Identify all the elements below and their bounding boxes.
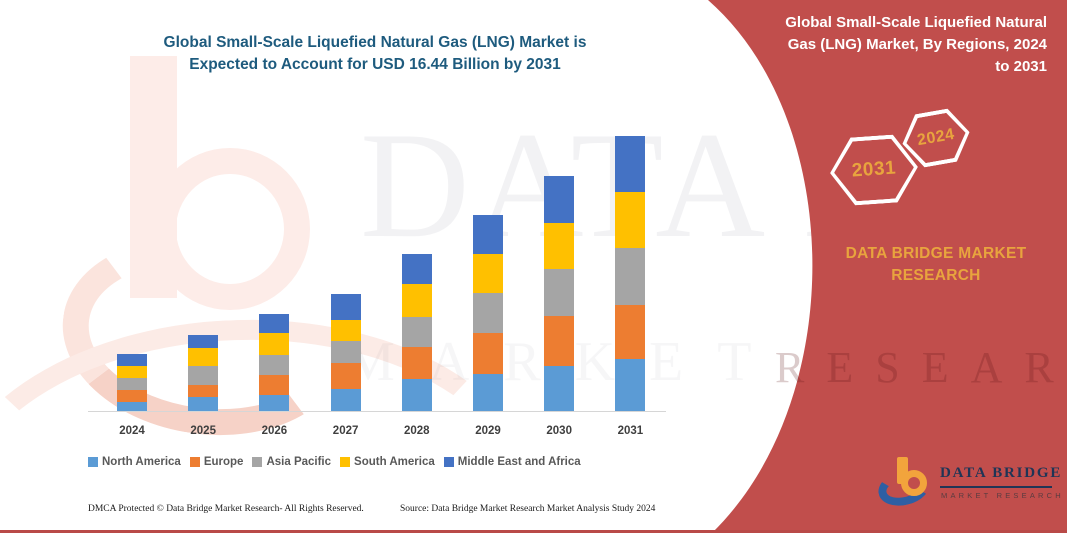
bar-segment-2029-middle-east-and-africa: [473, 215, 503, 254]
logo-orange-stem: [897, 457, 908, 484]
bar-segment-2027-north-america: [330, 388, 361, 411]
legend-label-europe: Europe: [203, 456, 244, 468]
panel-title: Global Small-Scale Liquefied Natural Gas…: [785, 14, 1047, 75]
bar-segment-2028-middle-east-and-africa: [401, 254, 432, 284]
bar-segment-2024-europe: [117, 389, 147, 402]
bar-segment-2029-north-america: [473, 374, 503, 411]
bar-segment-2024-south-america: [117, 365, 147, 379]
bar-segment-2029-asia-pacific: [473, 292, 503, 333]
bar-segment-2026-middle-east-and-africa: [259, 313, 290, 334]
chart-legend: North America Europe Asia Pacific South Ame…: [88, 456, 673, 468]
bar-segment-2027-south-america: [330, 319, 361, 342]
bar-2029: [473, 215, 503, 411]
bar-segment-2031-asia-pacific: [615, 247, 646, 305]
bar-segment-2028-europe: [401, 346, 432, 380]
logo-divider-line: [940, 486, 1052, 488]
legend-label-asia-pacific: Asia Pacific: [266, 456, 332, 468]
bar-segment-2025-north-america: [188, 397, 219, 411]
brand-line2: RESEARCH: [891, 267, 981, 285]
bar-segment-2028-north-america: [401, 379, 432, 411]
legend-swatch-middle-east-and-africa: [443, 457, 454, 467]
bar-segment-2030-middle-east-and-africa: [544, 175, 575, 223]
chart-title-line2: Expected to Account for USD 16.44 Billio…: [189, 55, 561, 73]
x-axis-label-2030: 2030: [546, 425, 572, 437]
legend-swatch-south-america: [340, 457, 351, 467]
bar-2027: [330, 293, 361, 411]
bar-2028: [401, 254, 432, 411]
bar-segment-2027-europe: [330, 362, 361, 389]
legend-item-north-america: North America: [88, 456, 181, 468]
bar-segment-2029-south-america: [473, 253, 503, 293]
bar-segment-2027-asia-pacific: [330, 341, 361, 363]
x-axis-label-2028: 2028: [404, 425, 430, 437]
x-axis-label-2029: 2029: [475, 425, 501, 437]
bar-2025: [188, 335, 219, 411]
bar-segment-2031-north-america: [615, 358, 646, 411]
legend-item-europe: Europe: [189, 456, 244, 468]
bar-segment-2024-asia-pacific: [117, 378, 147, 390]
logo-subtitle-text: MARKET RESEARCH: [941, 491, 1064, 500]
legend-item-asia-pacific: Asia Pacific: [252, 456, 331, 468]
bar-segment-2025-middle-east-and-africa: [188, 335, 219, 349]
bar-2031: [615, 136, 646, 411]
bar-segment-2030-north-america: [544, 366, 575, 411]
legend-swatch-asia-pacific: [252, 457, 263, 467]
bar-2024: [117, 353, 147, 411]
bar-segment-2030-south-america: [544, 222, 575, 269]
logo-name-text: DATA BRIDGE: [940, 465, 1063, 481]
hexagon-badge-2031: 2031: [828, 133, 921, 207]
logo-orange-ring: [901, 470, 927, 496]
chart-title: Global Small-Scale Liquefied Natural Gas…: [95, 32, 655, 75]
bar-segment-2025-south-america: [188, 348, 219, 366]
legend-swatch-europe: [189, 457, 200, 467]
bar-segment-2029-europe: [473, 332, 503, 375]
brand-line1: DATA BRIDGE MARKET: [845, 245, 1027, 262]
hexagon-fill: 2031: [832, 137, 916, 202]
bottom-red-rule: [0, 530, 1067, 533]
bar-segment-2028-asia-pacific: [401, 317, 432, 347]
hexagon-year-label: 2031: [851, 157, 897, 182]
x-axis-label-2027: 2027: [332, 425, 359, 437]
bar-2030: [544, 175, 575, 411]
bar-2026: [259, 313, 290, 411]
legend-label-middle-east-and-africa: Middle East and Africa: [457, 456, 581, 468]
databridge-logo-icon: [874, 455, 934, 513]
bar-segment-2028-south-america: [401, 283, 432, 318]
x-axis-label-2026: 2026: [261, 425, 288, 437]
bar-segment-2026-south-america: [259, 333, 290, 355]
bar-segment-2024-north-america: [117, 401, 147, 411]
x-axis-label-2031: 2031: [617, 425, 644, 437]
x-axis-label-2025: 2025: [190, 425, 216, 437]
bar-segment-2031-south-america: [615, 191, 646, 248]
legend-item-south-america: South America: [340, 456, 435, 468]
legend-label-north-america: North America: [102, 456, 181, 468]
bar-segment-2025-europe: [188, 384, 219, 398]
bar-segment-2024-middle-east-and-africa: [117, 353, 147, 366]
bar-segment-2026-north-america: [259, 394, 290, 411]
databridge-logo: DATA BRIDGE MARKET RESEARCH: [874, 455, 1061, 517]
legend-label-south-america: South America: [354, 456, 435, 468]
bar-segment-2026-europe: [259, 374, 290, 395]
chart-title-line1: Global Small-Scale Liquefied Natural Gas…: [163, 34, 587, 51]
legend-item-middle-east-and-africa: Middle East and Africa: [443, 456, 581, 468]
bar-segment-2030-asia-pacific: [544, 269, 575, 316]
bar-segment-2030-europe: [544, 316, 575, 366]
stacked-bar-chart: [88, 120, 666, 412]
legend-swatch-north-america: [88, 457, 98, 467]
footer-dmca-text: DMCA Protected © Data Bridge Market Rese…: [88, 504, 364, 514]
x-axis-label-2024: 2024: [119, 425, 145, 437]
bar-segment-2027-middle-east-and-africa: [330, 293, 361, 320]
hexagon-year-label: 2024: [915, 125, 956, 150]
footer-source-text: Source: Data Bridge Market Research Mark…: [400, 504, 656, 514]
brand-wordmark: DATA BRIDGE MARKET RESEARCH: [808, 243, 1064, 288]
bar-segment-2031-europe: [615, 304, 646, 359]
bar-segment-2025-asia-pacific: [188, 365, 219, 385]
bar-segment-2031-middle-east-and-africa: [615, 136, 646, 192]
bar-segment-2026-asia-pacific: [259, 354, 290, 375]
